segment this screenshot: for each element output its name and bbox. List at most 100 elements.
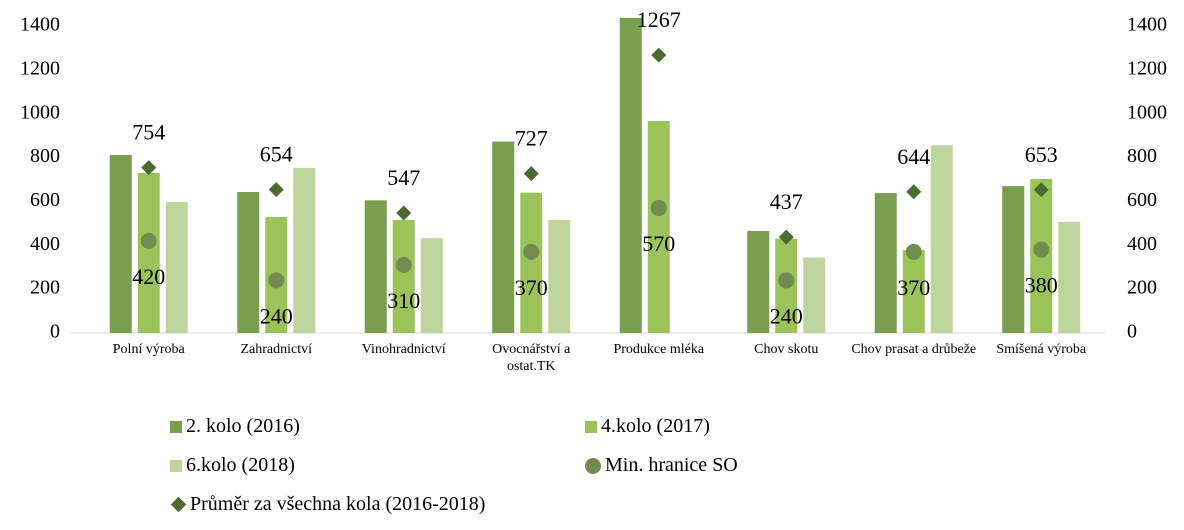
data-label: 310	[387, 288, 420, 313]
bar	[420, 238, 443, 333]
bar	[902, 250, 925, 333]
x-tick-label-box: Polní výroba	[112, 342, 185, 357]
avg-marker	[523, 166, 539, 182]
bar	[647, 120, 670, 333]
data-label: 1267	[637, 7, 681, 32]
legend-swatch	[585, 420, 597, 433]
data-label: 240	[260, 303, 293, 328]
y-tick-label: 1200	[20, 57, 60, 79]
legend-swatch	[170, 496, 187, 513]
avg-marker	[651, 47, 667, 63]
legend-item: 2. kolo (2016)	[170, 415, 300, 438]
avg-marker	[268, 182, 284, 198]
y2-tick-label: 1400	[1127, 14, 1167, 36]
data-label: 437	[770, 189, 803, 214]
y-tick-label: 1000	[20, 101, 60, 123]
x-tick-label-box: Vinohradnictví	[361, 342, 446, 357]
bar	[1002, 186, 1025, 333]
x-tick-label-box: Zahradnictví	[240, 342, 313, 357]
data-label: 644	[897, 144, 930, 169]
x-tick-label-box: Chov skotu	[754, 342, 819, 357]
y2-tick-label: 400	[1127, 233, 1157, 255]
bar	[548, 220, 571, 333]
data-label: 754	[132, 120, 165, 145]
bar	[803, 257, 826, 333]
data-label: 380	[1025, 273, 1058, 298]
x-tick-label-box: Chov prasat a drůbeže	[851, 342, 977, 357]
data-label: 570	[642, 231, 675, 256]
min-marker	[905, 243, 922, 260]
y2-tick-label: 1000	[1127, 101, 1167, 123]
legend-swatch	[170, 420, 182, 433]
min-marker	[140, 232, 157, 249]
plot: 0 200 400 600 800 1000 1200 1400 0 200 400 600 800 10…	[20, 7, 1167, 374]
bar	[293, 167, 316, 333]
min-marker	[523, 243, 540, 260]
legend-label: Min. hranice SO	[605, 454, 738, 476]
bar	[930, 145, 953, 333]
data-label: 547	[387, 165, 420, 190]
min-marker	[1033, 241, 1050, 258]
avg-marker	[906, 184, 922, 200]
data-label: 240	[770, 303, 803, 328]
y2-tick-label: 800	[1127, 145, 1157, 167]
avg-marker	[1033, 182, 1049, 198]
data-label: 727	[515, 126, 548, 151]
avg-marker	[141, 160, 157, 176]
min-marker	[268, 272, 285, 289]
legend-label: Průměr za všechna kola (2016-2018)	[190, 493, 486, 515]
x-tick-label-box: Produkce mléka	[613, 342, 704, 357]
legend-item: Průměr za všechna kola (2016-2018)	[170, 493, 485, 516]
data-label: 653	[1025, 142, 1058, 167]
bar	[165, 201, 188, 333]
y-tick-label: 0	[50, 321, 60, 343]
x-tick-label: Chov skotu	[754, 342, 819, 357]
min-marker	[650, 200, 667, 217]
x-tick-label: Vinohradnictví	[361, 342, 446, 357]
y2-tick-label: 200	[1127, 277, 1157, 299]
y-tick-label: 600	[30, 189, 60, 211]
legend-swatch	[170, 459, 182, 472]
data-label: 420	[132, 264, 165, 289]
bar	[237, 191, 260, 333]
legend-label: 2. kolo (2016)	[186, 415, 300, 437]
bar	[747, 231, 770, 333]
y2-tick-label: 600	[1127, 189, 1157, 211]
legend-swatch	[585, 457, 601, 474]
y2-tick-label: 0	[1127, 321, 1137, 343]
x-tick-label: Smíšená výroba	[996, 342, 1087, 357]
x-tick-label: Ovocnářství a ostat.TK	[492, 342, 571, 374]
bar	[364, 200, 387, 333]
data-label: 370	[897, 275, 930, 300]
avg-marker	[396, 205, 412, 221]
legend-item: 6.kolo (2018)	[170, 454, 295, 477]
x-tick-label-box: Ovocnářství a ostat.TK	[492, 342, 571, 374]
legend-item: Min. hranice SO	[585, 454, 738, 477]
legend-label: 6.kolo (2018)	[186, 454, 295, 476]
data-label: 654	[260, 142, 293, 167]
x-tick-label: Zahradnictví	[240, 342, 313, 357]
min-marker	[778, 272, 795, 289]
y2-tick-label: 1200	[1127, 57, 1167, 79]
y-tick-label: 400	[30, 233, 60, 255]
y-tick-label: 800	[30, 145, 60, 167]
bar	[109, 154, 132, 333]
y-tick-label: 1400	[20, 14, 60, 36]
avg-marker	[778, 229, 794, 245]
min-marker	[395, 257, 412, 274]
x-tick-label: Polní výroba	[112, 342, 185, 357]
data-label: 370	[515, 275, 548, 300]
x-tick-label-box: Smíšená výroba	[996, 342, 1087, 357]
x-tick-label: Chov prasat a drůbeže	[851, 342, 977, 357]
legend-item: 4.kolo (2017)	[585, 415, 710, 438]
bar	[520, 192, 543, 333]
y-tick-label: 200	[30, 277, 60, 299]
legend-label: 4.kolo (2017)	[601, 415, 710, 437]
bar	[137, 172, 160, 333]
bar	[874, 193, 897, 333]
bar	[492, 141, 515, 333]
bar	[1058, 221, 1081, 333]
bar	[619, 17, 642, 334]
bar	[392, 220, 415, 333]
